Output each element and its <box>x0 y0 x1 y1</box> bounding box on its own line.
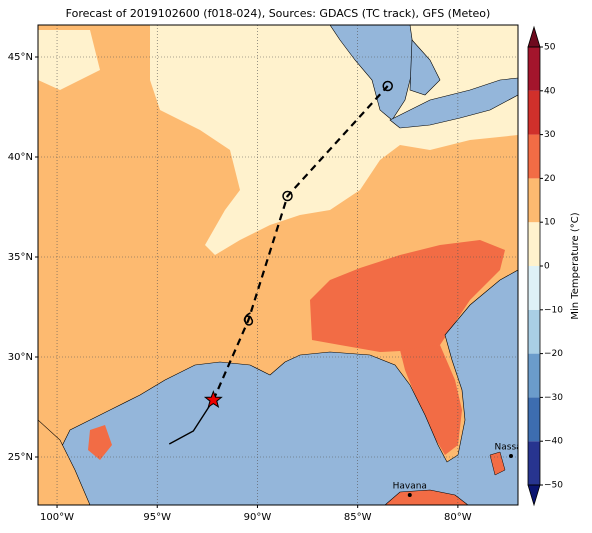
lon-tick-label: 90°W <box>244 512 272 523</box>
map-title: Forecast of 2019102600 (f018-024), Sourc… <box>66 7 491 20</box>
city-label: Nassau <box>495 443 528 453</box>
warm-region <box>310 240 505 352</box>
colorbar: −50 −40 −30 −20 −10 0 10 20 30 40 50 <box>527 25 563 507</box>
warm-florida <box>400 345 462 455</box>
colorbar-bin <box>528 178 540 223</box>
lat-tick-label: 25°N <box>8 452 33 463</box>
colorbar-bin <box>528 441 540 485</box>
colorbar-label: Min Temperature (°C) <box>570 212 581 319</box>
mexico-land <box>38 419 91 505</box>
colorbar-tick-label: 50 <box>544 43 556 53</box>
colorbar-tick-label: 40 <box>544 86 556 96</box>
colorbar-tick-label: 0 <box>544 262 550 272</box>
colorbar-bin <box>528 309 540 354</box>
colorbar-bin <box>528 266 540 310</box>
ocean <box>38 269 518 505</box>
axes: 100°W 95°W 90°W 85°W 80°W 25°N 30°N 35°N 40°N 45°… <box>8 52 472 523</box>
colorbar-bin <box>528 353 540 398</box>
cyclone-symbol <box>243 312 254 326</box>
colorbar-tick-label: −20 <box>544 349 563 359</box>
map-frame <box>37 24 519 506</box>
colorbar-tick-label: −10 <box>544 305 563 315</box>
cities: Nassau Havana <box>393 443 528 497</box>
lat-tick-label: 35°N <box>8 252 33 263</box>
warm-texas <box>88 425 112 460</box>
lake-huron <box>409 39 441 96</box>
colorbar-over <box>527 25 541 48</box>
colorbar-bin <box>528 222 540 266</box>
lon-tick-label: 100°W <box>40 512 74 523</box>
lat-tick-label: 45°N <box>8 52 33 63</box>
lon-tick-label: 95°W <box>143 512 171 523</box>
lat-tick-label: 40°N <box>8 152 33 163</box>
city-dot <box>407 493 412 497</box>
track-line <box>212 85 389 401</box>
track-line <box>168 399 214 445</box>
colorbar-tick-label: −50 <box>544 481 563 491</box>
lon-tick-label: 80°W <box>444 512 472 523</box>
map-body: Nassau Havana <box>38 25 528 505</box>
colorbar-tick-label: −30 <box>544 393 563 403</box>
grid <box>38 25 518 505</box>
current-position <box>203 390 223 409</box>
cuba-land <box>384 489 469 505</box>
lake-erie-ontario <box>389 77 518 129</box>
colorbar-bin <box>528 397 540 442</box>
colorbar-bin <box>528 134 540 179</box>
lon-tick-label: 85°W <box>344 512 372 523</box>
bahamas <box>489 451 506 476</box>
lat-tick-label: 30°N <box>8 352 33 363</box>
colorbar-tick-label: −40 <box>544 437 563 447</box>
cool-patch <box>38 30 100 90</box>
colorbar-tick-label: 30 <box>544 130 556 140</box>
track-point <box>282 190 293 202</box>
city-dot <box>508 454 513 458</box>
colorbar-tick-label: 10 <box>544 218 556 228</box>
track-point <box>382 80 393 92</box>
colorbar-bin <box>528 47 540 91</box>
city-label: Havana <box>393 482 427 492</box>
track <box>168 80 393 445</box>
colorbar-bin <box>528 90 540 135</box>
colorbar-tick-label: 20 <box>544 174 556 184</box>
colorbar-under <box>527 484 541 507</box>
